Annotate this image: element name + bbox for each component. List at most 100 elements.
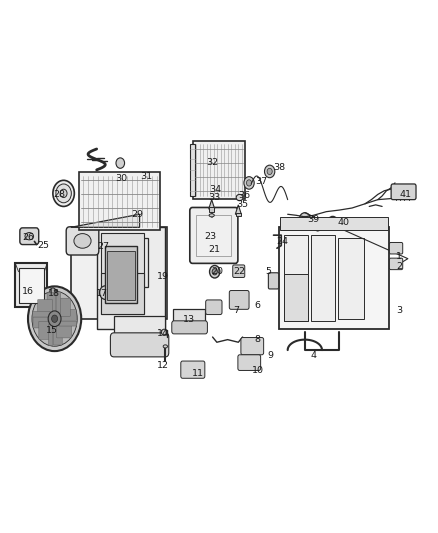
Bar bbox=[209, 207, 214, 212]
Circle shape bbox=[116, 158, 124, 168]
Circle shape bbox=[299, 213, 311, 227]
Text: 6: 6 bbox=[254, 301, 261, 310]
Text: 32: 32 bbox=[206, 158, 219, 166]
Text: 40: 40 bbox=[338, 217, 350, 227]
FancyBboxPatch shape bbox=[59, 321, 77, 326]
Text: 25: 25 bbox=[37, 241, 49, 250]
Circle shape bbox=[265, 165, 275, 177]
Text: 12: 12 bbox=[157, 361, 169, 370]
Ellipse shape bbox=[25, 232, 34, 240]
Circle shape bbox=[247, 180, 251, 186]
Text: 3: 3 bbox=[396, 306, 403, 316]
FancyBboxPatch shape bbox=[172, 321, 208, 334]
Circle shape bbox=[52, 315, 58, 322]
Text: 10: 10 bbox=[252, 367, 264, 375]
FancyBboxPatch shape bbox=[206, 300, 222, 314]
Bar bbox=[107, 251, 135, 301]
FancyBboxPatch shape bbox=[181, 361, 205, 378]
Ellipse shape bbox=[236, 195, 243, 201]
Text: 2: 2 bbox=[396, 262, 402, 271]
FancyBboxPatch shape bbox=[190, 207, 238, 263]
Bar bbox=[15, 263, 47, 307]
Text: 36: 36 bbox=[238, 191, 250, 200]
FancyBboxPatch shape bbox=[20, 228, 39, 245]
Text: 35: 35 bbox=[237, 200, 249, 209]
FancyBboxPatch shape bbox=[66, 227, 99, 255]
FancyBboxPatch shape bbox=[47, 293, 56, 312]
FancyBboxPatch shape bbox=[32, 311, 50, 316]
Text: 22: 22 bbox=[233, 267, 246, 276]
Text: 8: 8 bbox=[254, 335, 261, 344]
Text: 39: 39 bbox=[307, 215, 319, 224]
Bar bbox=[114, 316, 166, 350]
Circle shape bbox=[60, 189, 67, 198]
Text: 14: 14 bbox=[157, 329, 169, 338]
Bar bbox=[284, 235, 308, 321]
Text: 16: 16 bbox=[22, 287, 34, 296]
Text: 19: 19 bbox=[157, 272, 169, 281]
Circle shape bbox=[50, 288, 56, 295]
FancyBboxPatch shape bbox=[389, 258, 403, 270]
Text: 38: 38 bbox=[273, 163, 285, 172]
Bar bbox=[97, 228, 166, 329]
Bar bbox=[71, 228, 167, 319]
FancyBboxPatch shape bbox=[389, 243, 403, 254]
Bar bbox=[18, 268, 44, 303]
FancyBboxPatch shape bbox=[53, 325, 62, 345]
Text: 28: 28 bbox=[53, 190, 65, 199]
FancyBboxPatch shape bbox=[59, 298, 71, 316]
Text: 9: 9 bbox=[268, 351, 273, 360]
Bar bbox=[311, 235, 335, 321]
FancyBboxPatch shape bbox=[110, 333, 169, 357]
Bar bbox=[236, 213, 241, 216]
Text: 20: 20 bbox=[212, 267, 224, 276]
Ellipse shape bbox=[163, 345, 167, 348]
Bar bbox=[190, 144, 195, 196]
Circle shape bbox=[56, 184, 71, 203]
FancyBboxPatch shape bbox=[49, 324, 53, 345]
FancyBboxPatch shape bbox=[57, 324, 71, 338]
Polygon shape bbox=[235, 205, 241, 214]
Circle shape bbox=[162, 329, 166, 335]
Text: 41: 41 bbox=[400, 190, 412, 199]
FancyBboxPatch shape bbox=[241, 337, 264, 355]
Polygon shape bbox=[71, 214, 140, 228]
Circle shape bbox=[53, 180, 74, 206]
Text: 33: 33 bbox=[208, 193, 221, 202]
Ellipse shape bbox=[209, 214, 214, 217]
Circle shape bbox=[212, 269, 217, 275]
Text: 37: 37 bbox=[255, 177, 267, 187]
Polygon shape bbox=[208, 200, 215, 209]
Text: 30: 30 bbox=[115, 174, 127, 183]
Circle shape bbox=[267, 168, 272, 175]
Circle shape bbox=[330, 220, 336, 227]
Text: 27: 27 bbox=[97, 242, 109, 251]
Text: 17: 17 bbox=[96, 289, 108, 298]
FancyBboxPatch shape bbox=[233, 265, 245, 278]
Circle shape bbox=[209, 265, 220, 278]
FancyBboxPatch shape bbox=[268, 273, 279, 289]
FancyBboxPatch shape bbox=[33, 317, 49, 328]
Text: 1: 1 bbox=[396, 252, 402, 261]
FancyBboxPatch shape bbox=[60, 310, 76, 320]
Text: 7: 7 bbox=[233, 306, 239, 316]
Circle shape bbox=[244, 176, 254, 189]
Bar bbox=[284, 274, 308, 321]
Circle shape bbox=[302, 216, 307, 223]
Bar bbox=[196, 215, 231, 256]
Bar bbox=[173, 309, 205, 329]
Bar bbox=[79, 173, 160, 230]
Bar bbox=[101, 232, 144, 313]
Text: 26: 26 bbox=[22, 233, 34, 243]
Bar bbox=[105, 246, 138, 303]
Text: 31: 31 bbox=[140, 172, 152, 181]
FancyBboxPatch shape bbox=[38, 300, 53, 313]
Bar bbox=[338, 238, 364, 319]
Bar bbox=[114, 238, 148, 287]
Text: 15: 15 bbox=[46, 326, 57, 335]
Text: 23: 23 bbox=[205, 232, 216, 241]
Bar bbox=[280, 217, 388, 230]
Circle shape bbox=[100, 286, 111, 300]
Text: 18: 18 bbox=[48, 289, 60, 298]
FancyBboxPatch shape bbox=[57, 292, 60, 313]
